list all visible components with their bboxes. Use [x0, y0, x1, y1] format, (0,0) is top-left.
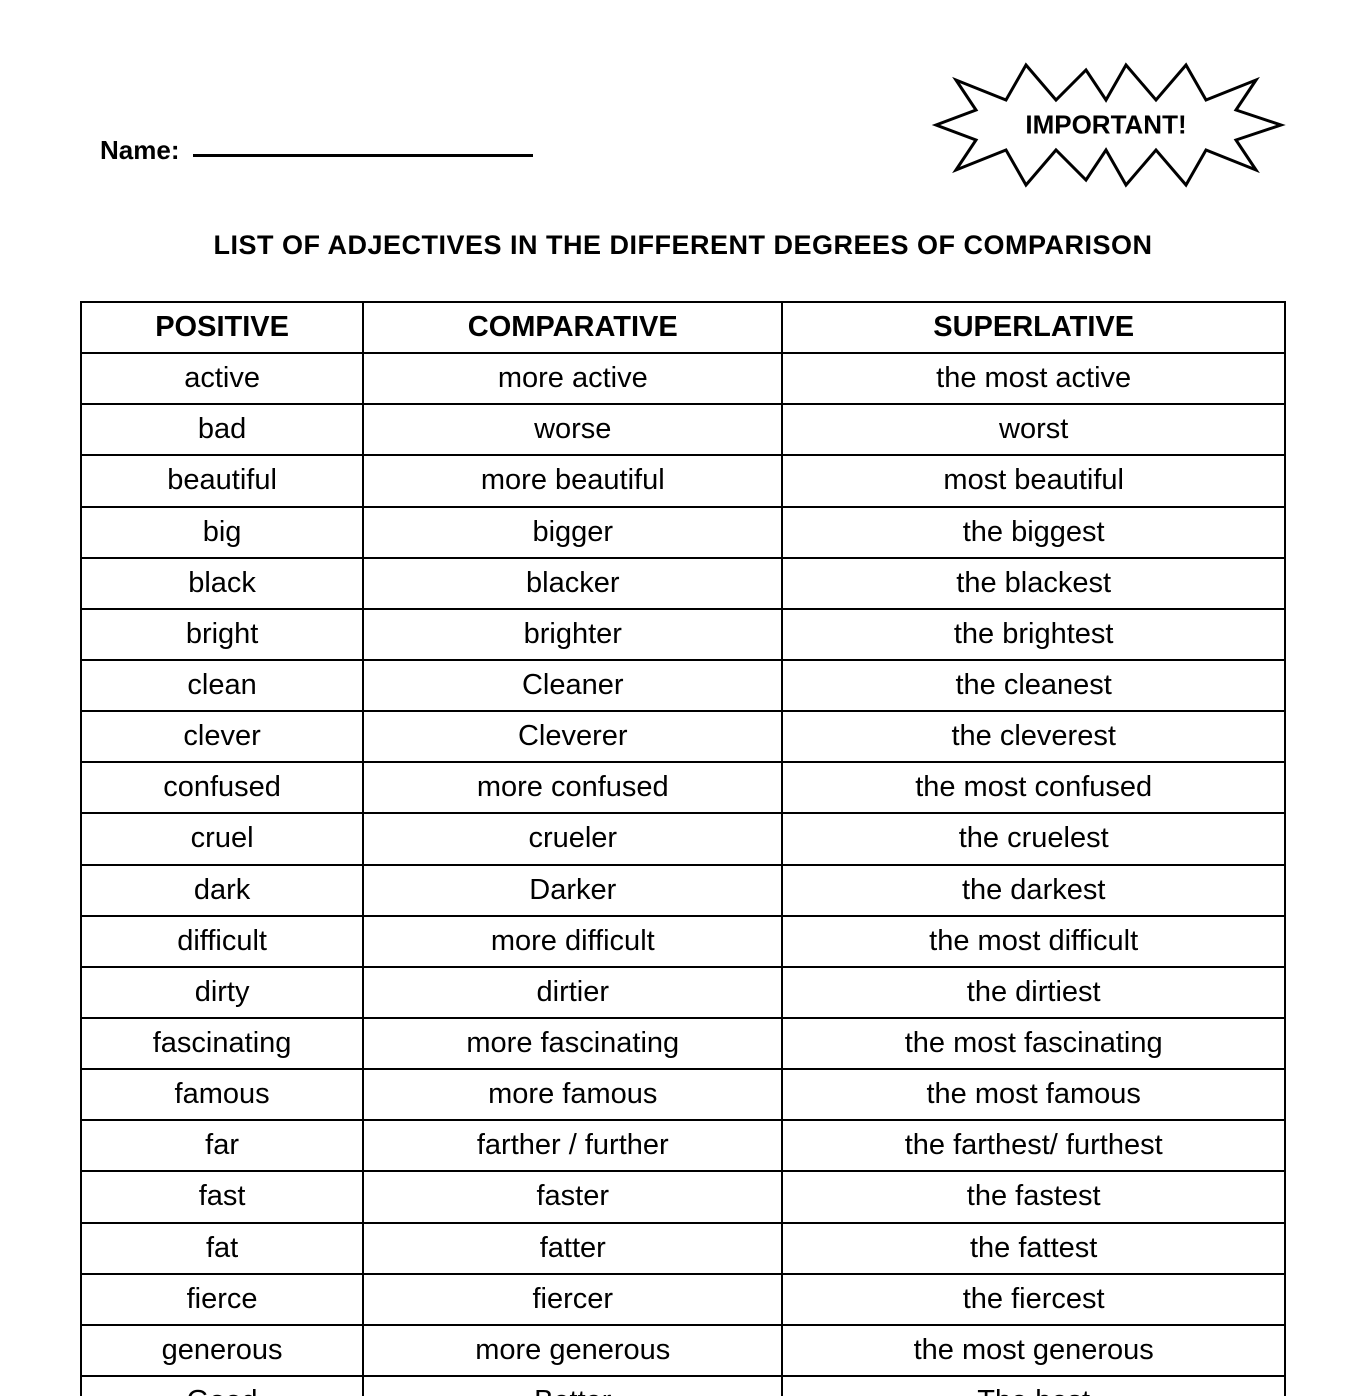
table-cell: the darkest [782, 865, 1285, 916]
table-row: GoodBetterThe best [81, 1376, 1285, 1396]
col-superlative: SUPERLATIVE [782, 302, 1285, 353]
table-cell: worst [782, 404, 1285, 455]
table-row: badworseworst [81, 404, 1285, 455]
table-cell: Good [81, 1376, 363, 1396]
table-cell: black [81, 558, 363, 609]
table-cell: fat [81, 1223, 363, 1274]
table-cell: clean [81, 660, 363, 711]
table-cell: blacker [363, 558, 782, 609]
col-positive: POSITIVE [81, 302, 363, 353]
table-cell: clever [81, 711, 363, 762]
table-cell: the most confused [782, 762, 1285, 813]
table-body: activemore activethe most activebadworse… [81, 353, 1285, 1396]
table-row: activemore activethe most active [81, 353, 1285, 404]
table-cell: more famous [363, 1069, 782, 1120]
table-cell: the cruelest [782, 813, 1285, 864]
table-row: cleanCleanerthe cleanest [81, 660, 1285, 711]
table-cell: Cleaner [363, 660, 782, 711]
table-row: dirtydirtierthe dirtiest [81, 967, 1285, 1018]
table-cell: difficult [81, 916, 363, 967]
table-cell: big [81, 507, 363, 558]
table-row: bigbiggerthe biggest [81, 507, 1285, 558]
table-cell: famous [81, 1069, 363, 1120]
table-cell: bad [81, 404, 363, 455]
table-cell: The best [782, 1376, 1285, 1396]
table-cell: the brightest [782, 609, 1285, 660]
col-comparative: COMPARATIVE [363, 302, 782, 353]
table-cell: bigger [363, 507, 782, 558]
table-cell: the most active [782, 353, 1285, 404]
table-row: fascinatingmore fascinatingthe most fasc… [81, 1018, 1285, 1069]
table-cell: crueler [363, 813, 782, 864]
table-cell: Cleverer [363, 711, 782, 762]
table-cell: far [81, 1120, 363, 1171]
table-row: difficultmore difficultthe most difficul… [81, 916, 1285, 967]
table-cell: cruel [81, 813, 363, 864]
table-cell: the blackest [782, 558, 1285, 609]
name-field-area: Name: [100, 135, 533, 166]
table-cell: the fiercest [782, 1274, 1285, 1325]
table-row: confusedmore confusedthe most confused [81, 762, 1285, 813]
table-cell: generous [81, 1325, 363, 1376]
table-cell: active [81, 353, 363, 404]
table-row: farfarther / furtherthe farthest/ furthe… [81, 1120, 1285, 1171]
table-cell: the farthest/ furthest [782, 1120, 1285, 1171]
table-cell: beautiful [81, 455, 363, 506]
table-cell: the most famous [782, 1069, 1285, 1120]
table-row: fatfatterthe fattest [81, 1223, 1285, 1274]
table-cell: the biggest [782, 507, 1285, 558]
table-cell: farther / further [363, 1120, 782, 1171]
important-label: IMPORTANT! [1025, 110, 1186, 141]
table-row: fiercefiercerthe fiercest [81, 1274, 1285, 1325]
table-cell: fascinating [81, 1018, 363, 1069]
table-cell: more beautiful [363, 455, 782, 506]
table-cell: bright [81, 609, 363, 660]
table-cell: the fattest [782, 1223, 1285, 1274]
table-cell: the fastest [782, 1171, 1285, 1222]
table-row: darkDarkerthe darkest [81, 865, 1285, 916]
table-cell: worse [363, 404, 782, 455]
table-row: cruelcruelerthe cruelest [81, 813, 1285, 864]
table-cell: faster [363, 1171, 782, 1222]
header-row: Name: IMPORTANT! [80, 60, 1286, 190]
table-row: blackblackerthe blackest [81, 558, 1285, 609]
table-cell: fast [81, 1171, 363, 1222]
table-header-row: POSITIVE COMPARATIVE SUPERLATIVE [81, 302, 1285, 353]
table-cell: fatter [363, 1223, 782, 1274]
table-row: beautifulmore beautifulmost beautiful [81, 455, 1285, 506]
page-title: LIST OF ADJECTIVES IN THE DIFFERENT DEGR… [80, 230, 1286, 261]
table-cell: more active [363, 353, 782, 404]
table-cell: dirtier [363, 967, 782, 1018]
table-cell: confused [81, 762, 363, 813]
table-cell: the dirtiest [782, 967, 1285, 1018]
table-cell: more confused [363, 762, 782, 813]
table-row: cleverClevererthe cleverest [81, 711, 1285, 762]
table-cell: brighter [363, 609, 782, 660]
table-cell: the most fascinating [782, 1018, 1285, 1069]
table-cell: the cleverest [782, 711, 1285, 762]
table-cell: most beautiful [782, 455, 1285, 506]
table-cell: dirty [81, 967, 363, 1018]
table-cell: fiercer [363, 1274, 782, 1325]
table-cell: Better [363, 1376, 782, 1396]
table-row: fastfasterthe fastest [81, 1171, 1285, 1222]
table-row: brightbrighterthe brightest [81, 609, 1285, 660]
table-cell: more fascinating [363, 1018, 782, 1069]
table-cell: Darker [363, 865, 782, 916]
table-cell: the most difficult [782, 916, 1285, 967]
table-cell: more generous [363, 1325, 782, 1376]
name-blank-line[interactable] [193, 154, 533, 157]
table-row: famousmore famousthe most famous [81, 1069, 1285, 1120]
table-cell: fierce [81, 1274, 363, 1325]
table-cell: the cleanest [782, 660, 1285, 711]
name-label: Name: [100, 135, 179, 166]
table-cell: the most generous [782, 1325, 1285, 1376]
table-row: generousmore generousthe most generous [81, 1325, 1285, 1376]
table-cell: more difficult [363, 916, 782, 967]
important-starburst: IMPORTANT! [926, 60, 1286, 190]
adjectives-table: POSITIVE COMPARATIVE SUPERLATIVE activem… [80, 301, 1286, 1396]
table-cell: dark [81, 865, 363, 916]
